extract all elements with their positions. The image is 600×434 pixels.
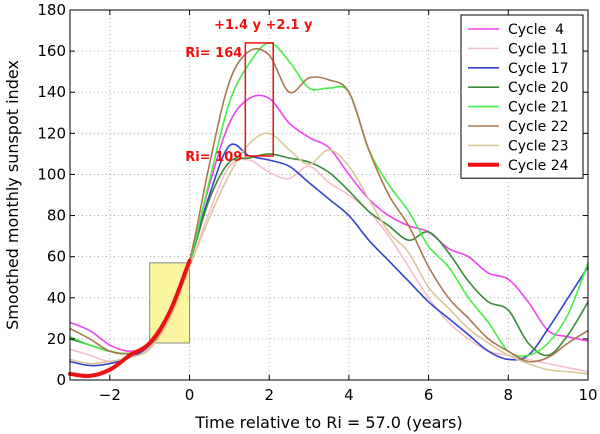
legend-label-1: Cycle 11: [508, 41, 569, 57]
x-axis-label: Time relative to Ri = 57.0 (years): [194, 413, 462, 432]
y-tick-label: 180: [37, 1, 66, 19]
plot-frame: [69, 9, 589, 381]
x-tick-label: 2: [264, 386, 274, 404]
y-tick-label: 20: [47, 330, 66, 348]
y-tick-label: 120: [37, 124, 66, 142]
legend-label-5: Cycle 22: [508, 119, 569, 135]
legend-label-4: Cycle 21: [508, 100, 569, 116]
x-tick-label: 6: [424, 386, 434, 404]
legend-label-6: Cycle 23: [508, 138, 569, 154]
annotations: +1.4 y +2.1 y Ri= 164 Ri= 109: [185, 18, 313, 165]
series-line-7: [68, 258, 192, 379]
annotation-low-label: Ri= 109: [185, 150, 242, 165]
y-tick-label: 160: [37, 42, 66, 60]
series-line-5: [69, 47, 589, 363]
series-line-6: [69, 132, 589, 375]
y-tick-label: 140: [37, 83, 66, 101]
y-tick-label: 100: [37, 165, 66, 183]
x-tick-label: −2: [99, 386, 121, 404]
legend-label-7: Cycle 24: [508, 158, 569, 174]
y-tick-label: 40: [47, 289, 66, 307]
x-tick-label: 4: [344, 386, 354, 404]
max-phase-box: [244, 42, 274, 157]
annotation-high-label: Ri= 164: [185, 46, 242, 61]
legend-label-2: Cycle 17: [508, 61, 569, 77]
y-axis-label: Smoothed monthly sunspot index: [3, 60, 22, 330]
legend-label-3: Cycle 20: [508, 80, 569, 96]
legend-label-0: Cycle 4: [508, 22, 564, 38]
y-tick-label: 80: [47, 207, 66, 225]
x-tick-label: 10: [578, 386, 597, 404]
legend: Cycle 4 Cycle 11 Cycle 17 Cycle 20 Cycle 21 C…: [460, 14, 584, 179]
x-tick-label: 8: [504, 386, 514, 404]
x-tick-label: 0: [185, 386, 195, 404]
y-tick-label: 60: [47, 248, 66, 266]
annotation-shift-label: +1.4 y +2.1 y: [214, 18, 313, 33]
legend-box: [460, 14, 584, 179]
series-lines: [68, 42, 589, 379]
y-tick-label: 0: [56, 371, 66, 389]
